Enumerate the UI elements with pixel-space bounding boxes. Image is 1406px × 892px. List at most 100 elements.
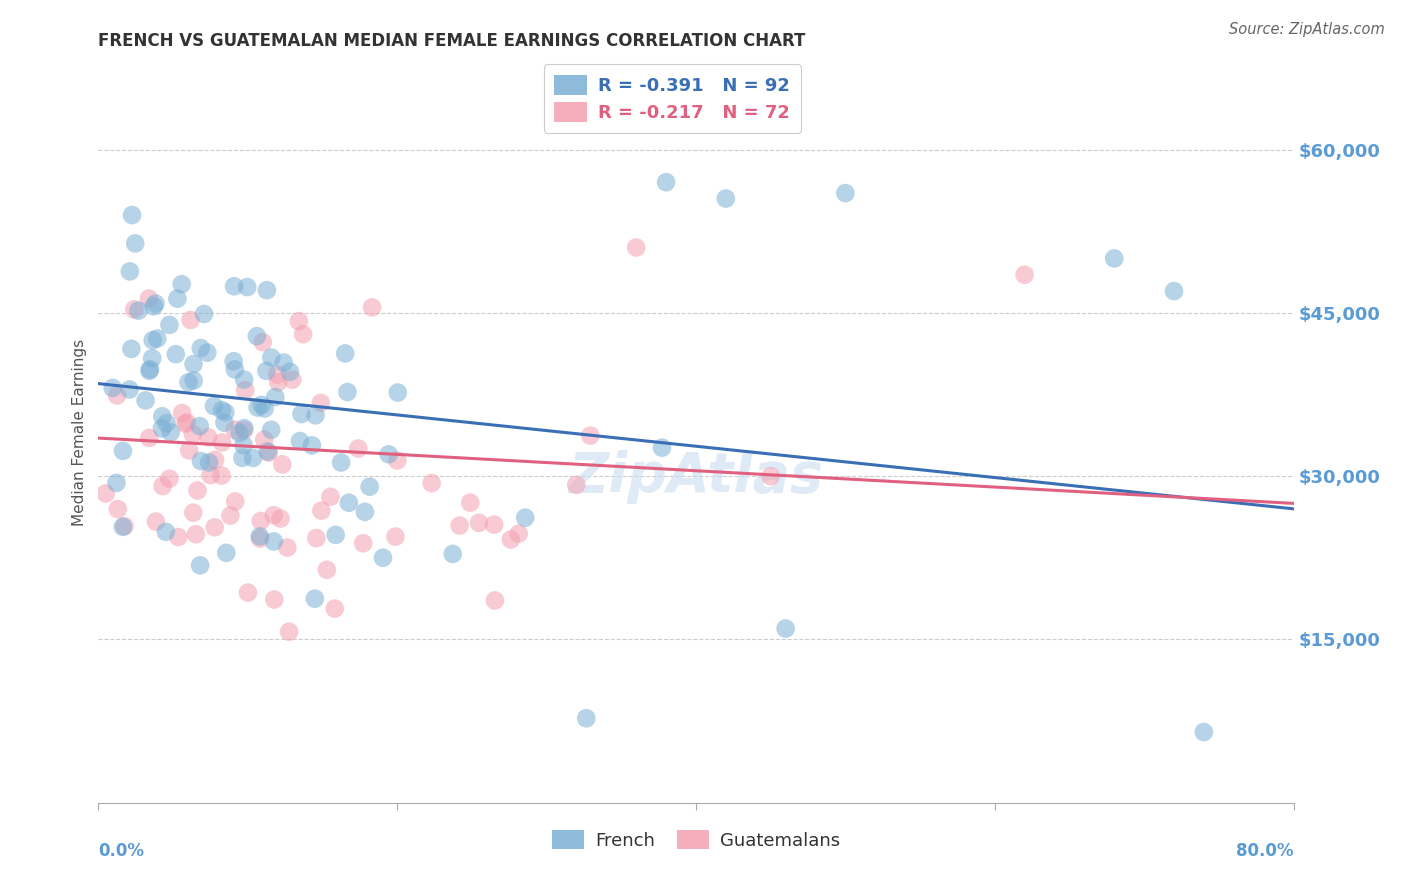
- Point: [150, 409, 173, 424]
- Point: [224, 423, 246, 437]
- Point: [252, 335, 274, 350]
- Point: [579, 428, 602, 442]
- Point: [387, 453, 409, 467]
- Point: [233, 421, 256, 435]
- Point: [177, 376, 200, 390]
- Point: [145, 515, 167, 529]
- Point: [174, 417, 197, 431]
- Point: [288, 314, 311, 328]
- Point: [458, 495, 481, 509]
- Point: [384, 530, 406, 544]
- Point: [441, 547, 464, 561]
- Point: [172, 406, 194, 420]
- Point: [264, 390, 287, 404]
- Point: [159, 318, 181, 332]
- Point: [181, 427, 204, 442]
- Point: [626, 240, 648, 255]
- Point: [128, 303, 150, 318]
- Point: [176, 416, 198, 430]
- Point: [166, 292, 188, 306]
- Point: [377, 447, 399, 461]
- Point: [211, 468, 233, 483]
- Point: [135, 393, 157, 408]
- Point: [267, 376, 290, 390]
- Text: 0.0%: 0.0%: [98, 842, 145, 860]
- Point: [242, 450, 264, 465]
- Point: [347, 442, 370, 456]
- Point: [228, 425, 250, 440]
- Point: [204, 453, 226, 467]
- Point: [107, 502, 129, 516]
- Point: [1163, 284, 1185, 298]
- Point: [120, 342, 142, 356]
- Point: [449, 518, 471, 533]
- Point: [155, 416, 177, 430]
- Point: [222, 354, 245, 368]
- Point: [214, 405, 236, 419]
- Point: [253, 401, 276, 416]
- Y-axis label: Median Female Earnings: Median Female Earnings: [72, 339, 87, 526]
- Point: [508, 526, 530, 541]
- Point: [232, 438, 254, 452]
- Point: [336, 385, 359, 400]
- Point: [834, 186, 856, 200]
- Point: [195, 345, 218, 359]
- Point: [354, 505, 377, 519]
- Point: [101, 381, 124, 395]
- Point: [256, 283, 278, 297]
- Point: [263, 508, 285, 522]
- Point: [387, 385, 409, 400]
- Point: [114, 519, 136, 533]
- Point: [180, 313, 202, 327]
- Text: FRENCH VS GUATEMALAN MEDIAN FEMALE EARNINGS CORRELATION CHART: FRENCH VS GUATEMALAN MEDIAN FEMALE EARNI…: [98, 32, 806, 50]
- Point: [301, 438, 323, 452]
- Point: [305, 531, 328, 545]
- Point: [714, 192, 737, 206]
- Point: [204, 520, 226, 534]
- Point: [197, 430, 219, 444]
- Point: [330, 455, 353, 469]
- Point: [202, 399, 225, 413]
- Point: [260, 423, 283, 437]
- Point: [337, 496, 360, 510]
- Point: [222, 279, 245, 293]
- Point: [190, 341, 212, 355]
- Point: [170, 277, 193, 292]
- Point: [181, 506, 204, 520]
- Point: [292, 327, 315, 342]
- Point: [186, 483, 208, 498]
- Point: [420, 476, 443, 491]
- Point: [145, 296, 167, 310]
- Point: [184, 527, 207, 541]
- Point: [1104, 252, 1126, 266]
- Point: [484, 593, 506, 607]
- Point: [371, 550, 394, 565]
- Point: [319, 490, 342, 504]
- Point: [1014, 268, 1036, 282]
- Point: [278, 624, 301, 639]
- Point: [249, 514, 271, 528]
- Point: [468, 516, 491, 530]
- Point: [273, 355, 295, 369]
- Point: [565, 478, 588, 492]
- Text: 80.0%: 80.0%: [1236, 842, 1294, 860]
- Text: Source: ZipAtlas.com: Source: ZipAtlas.com: [1229, 22, 1385, 37]
- Point: [157, 472, 180, 486]
- Point: [138, 364, 160, 378]
- Point: [269, 511, 291, 525]
- Point: [190, 454, 212, 468]
- Point: [515, 510, 537, 524]
- Point: [224, 494, 246, 508]
- Point: [333, 346, 356, 360]
- Point: [775, 622, 797, 636]
- Point: [211, 403, 233, 417]
- Point: [309, 396, 332, 410]
- Point: [655, 175, 678, 189]
- Point: [118, 383, 141, 397]
- Text: ZipAtlas: ZipAtlas: [568, 450, 824, 504]
- Legend: French, Guatemalans: French, Guatemalans: [541, 819, 851, 861]
- Point: [211, 435, 233, 450]
- Point: [94, 486, 117, 500]
- Point: [260, 351, 283, 365]
- Point: [183, 374, 205, 388]
